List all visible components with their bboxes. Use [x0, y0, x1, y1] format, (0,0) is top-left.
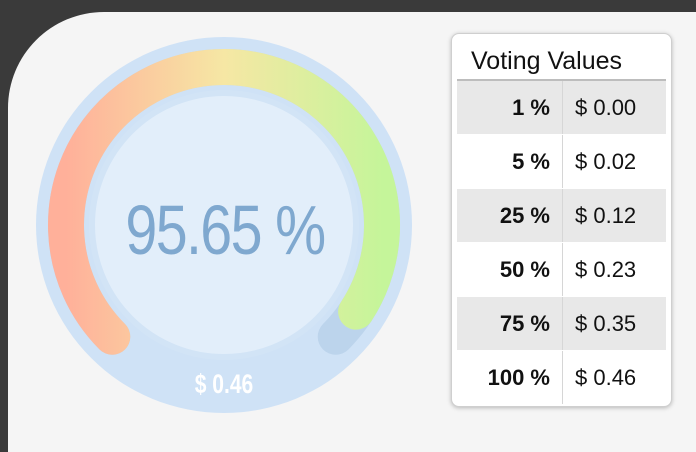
gauge-fill-arc: [48, 49, 400, 355]
row-percent: 1 %: [457, 81, 563, 134]
table-title: Voting Values: [471, 47, 623, 75]
gauge-graphic: [36, 37, 412, 413]
row-percent: 25 %: [457, 189, 563, 242]
row-value: $ 0.00: [575, 95, 637, 120]
title-divider: [457, 79, 666, 81]
row-percent: 100 %: [457, 351, 563, 404]
voting-values-table: Voting Values 1 % $ 0.00 5 % $ 0.02 25 %…: [451, 33, 672, 407]
row-percent: 5 %: [457, 135, 563, 188]
table-row: 50 % $ 0.23: [457, 242, 666, 296]
row-percent: 50 %: [457, 243, 563, 296]
gauge-percent-label: 95.65 %: [125, 191, 326, 269]
row-value: $ 0.02: [575, 149, 637, 174]
row-value: $ 0.46: [575, 365, 637, 390]
row-value: $ 0.23: [575, 257, 637, 282]
row-percent: 75 %: [457, 297, 563, 350]
gauge-amount-label: $ 0.46: [194, 369, 254, 399]
gauge-inner-disc: [89, 90, 359, 360]
row-value: $ 0.12: [575, 203, 637, 228]
row-value: $ 0.35: [575, 311, 637, 336]
table-row: 75 % $ 0.35: [457, 296, 666, 350]
voting-gauge: 95.65 % $ 0.46: [36, 37, 412, 413]
table-row: 5 % $ 0.02: [457, 134, 666, 188]
table-row: 1 % $ 0.00: [457, 81, 666, 134]
table-row: 100 % $ 0.46: [457, 350, 666, 404]
table-row: 25 % $ 0.12: [457, 188, 666, 242]
